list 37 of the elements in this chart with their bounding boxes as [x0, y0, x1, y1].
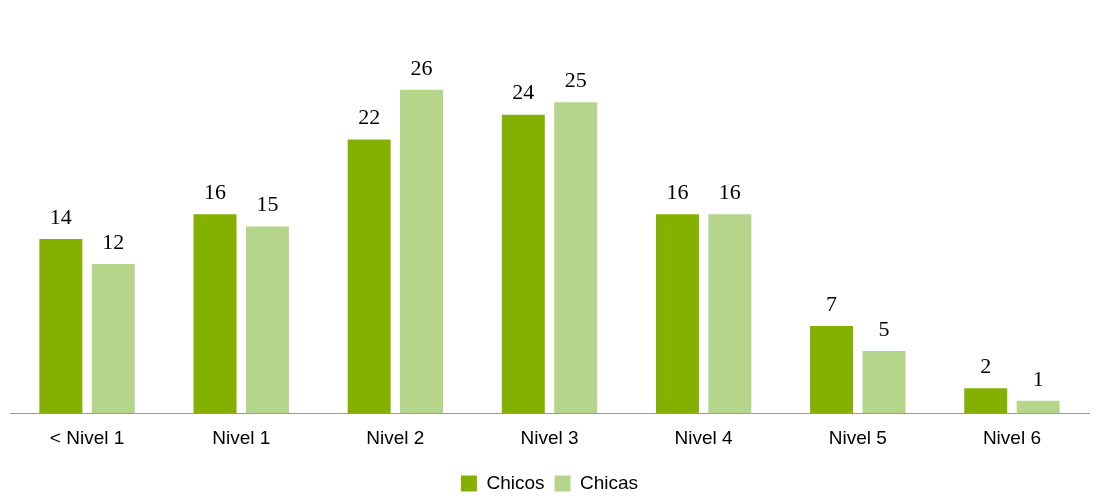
data-label: 7: [826, 290, 838, 316]
data-label: 16: [666, 178, 689, 204]
bar: [347, 139, 391, 414]
legend-label: Chicas: [580, 471, 639, 493]
x-tick-label: < Nivel 1: [49, 426, 125, 448]
bar: [1016, 400, 1060, 414]
x-tick-label: Nivel 1: [212, 426, 271, 448]
data-label: 12: [102, 228, 125, 254]
bar: [91, 263, 135, 414]
data-label: 2: [980, 353, 992, 379]
bar: [501, 114, 545, 414]
data-label: 16: [204, 178, 227, 204]
data-label: 24: [512, 79, 535, 105]
bar: [862, 351, 906, 414]
bar: [400, 89, 444, 414]
bar: [554, 102, 598, 414]
data-label: 25: [564, 66, 587, 92]
data-label: 14: [49, 203, 72, 229]
legend-label: Chicos: [486, 471, 545, 493]
bar: [810, 326, 854, 414]
x-tick-label: Nivel 6: [982, 426, 1041, 448]
data-label: 15: [256, 191, 279, 217]
x-tick-label: Nivel 4: [674, 426, 734, 448]
data-label: 1: [1032, 365, 1044, 391]
bar: [708, 214, 752, 414]
data-label: 26: [410, 54, 433, 80]
bar: [39, 239, 83, 414]
bar: [655, 214, 699, 414]
x-tick-label: Nivel 5: [828, 426, 887, 448]
bar: [964, 388, 1008, 414]
data-label: 22: [358, 104, 381, 130]
bar: [193, 214, 237, 414]
bar: [245, 226, 289, 414]
data-label: 16: [718, 178, 741, 204]
data-label: 5: [878, 315, 890, 341]
x-tick-label: Nivel 2: [366, 426, 425, 448]
x-tick-label: Nivel 3: [520, 426, 579, 448]
